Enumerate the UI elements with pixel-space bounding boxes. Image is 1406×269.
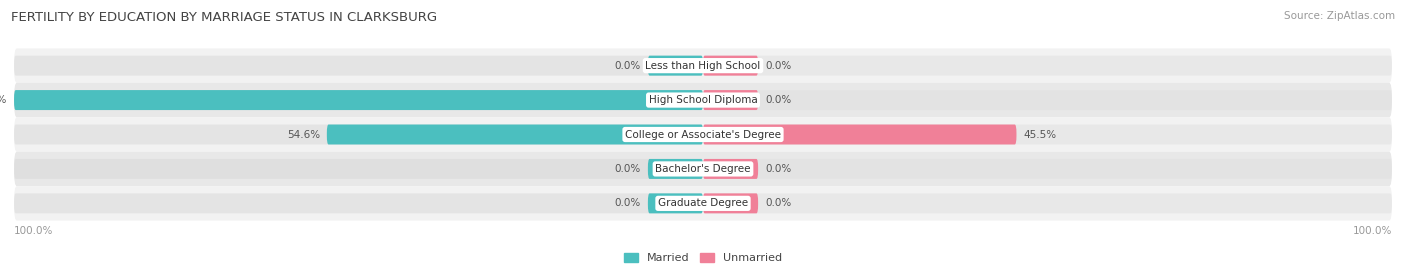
- FancyBboxPatch shape: [14, 117, 1392, 152]
- FancyBboxPatch shape: [14, 193, 703, 213]
- FancyBboxPatch shape: [14, 186, 1392, 221]
- FancyBboxPatch shape: [648, 56, 703, 76]
- Text: 0.0%: 0.0%: [765, 95, 792, 105]
- Text: 0.0%: 0.0%: [765, 61, 792, 71]
- Text: Source: ZipAtlas.com: Source: ZipAtlas.com: [1284, 11, 1395, 21]
- Text: 45.5%: 45.5%: [1024, 129, 1056, 140]
- Text: 100.0%: 100.0%: [1353, 226, 1392, 236]
- FancyBboxPatch shape: [703, 56, 1392, 76]
- Text: College or Associate's Degree: College or Associate's Degree: [626, 129, 780, 140]
- Text: Bachelor's Degree: Bachelor's Degree: [655, 164, 751, 174]
- Text: 100.0%: 100.0%: [14, 226, 53, 236]
- FancyBboxPatch shape: [703, 125, 1017, 144]
- FancyBboxPatch shape: [703, 193, 1392, 213]
- FancyBboxPatch shape: [14, 152, 1392, 186]
- FancyBboxPatch shape: [14, 56, 703, 76]
- FancyBboxPatch shape: [14, 159, 703, 179]
- Text: Graduate Degree: Graduate Degree: [658, 198, 748, 208]
- FancyBboxPatch shape: [648, 159, 703, 179]
- FancyBboxPatch shape: [703, 90, 758, 110]
- FancyBboxPatch shape: [14, 125, 703, 144]
- Text: 0.0%: 0.0%: [614, 164, 641, 174]
- Text: 0.0%: 0.0%: [614, 61, 641, 71]
- FancyBboxPatch shape: [703, 193, 758, 213]
- FancyBboxPatch shape: [703, 159, 758, 179]
- FancyBboxPatch shape: [648, 193, 703, 213]
- FancyBboxPatch shape: [14, 83, 1392, 117]
- Text: 0.0%: 0.0%: [765, 164, 792, 174]
- FancyBboxPatch shape: [326, 125, 703, 144]
- FancyBboxPatch shape: [14, 90, 703, 110]
- FancyBboxPatch shape: [703, 125, 1392, 144]
- Text: FERTILITY BY EDUCATION BY MARRIAGE STATUS IN CLARKSBURG: FERTILITY BY EDUCATION BY MARRIAGE STATU…: [11, 11, 437, 24]
- Legend: Married, Unmarried: Married, Unmarried: [624, 253, 782, 263]
- Text: High School Diploma: High School Diploma: [648, 95, 758, 105]
- FancyBboxPatch shape: [703, 159, 1392, 179]
- FancyBboxPatch shape: [14, 48, 1392, 83]
- FancyBboxPatch shape: [703, 90, 1392, 110]
- Text: 100.0%: 100.0%: [0, 95, 7, 105]
- Text: 0.0%: 0.0%: [614, 198, 641, 208]
- Text: Less than High School: Less than High School: [645, 61, 761, 71]
- FancyBboxPatch shape: [703, 56, 758, 76]
- FancyBboxPatch shape: [14, 90, 703, 110]
- Text: 0.0%: 0.0%: [765, 198, 792, 208]
- Text: 54.6%: 54.6%: [287, 129, 321, 140]
